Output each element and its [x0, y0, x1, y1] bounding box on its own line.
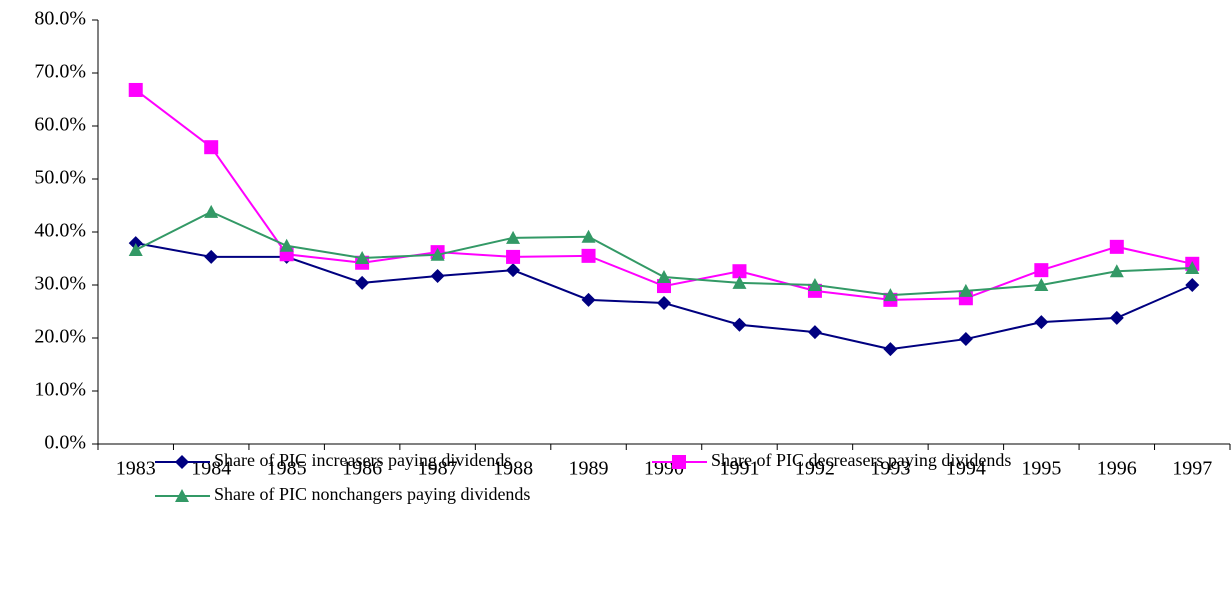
marker: [204, 249, 219, 264]
marker: [672, 455, 686, 469]
marker: [1109, 310, 1124, 325]
marker: [1034, 278, 1049, 291]
y-tick-label: 30.0%: [34, 273, 86, 295]
marker: [883, 342, 898, 357]
marker: [279, 238, 294, 252]
y-tick-label: 80.0%: [34, 8, 86, 30]
marker: [175, 489, 189, 502]
x-tick-label: 1994: [946, 458, 986, 480]
marker: [1034, 315, 1049, 330]
marker: [355, 275, 370, 290]
marker: [657, 270, 671, 284]
marker: [732, 264, 747, 279]
marker: [807, 325, 822, 340]
legend-label: Share of PIC nonchangers paying dividend…: [214, 484, 530, 504]
marker: [506, 263, 521, 278]
marker: [506, 230, 521, 244]
marker: [1109, 264, 1124, 278]
marker: [581, 248, 596, 263]
marker: [581, 292, 596, 307]
y-tick-label: 10.0%: [34, 379, 86, 401]
marker: [807, 278, 822, 291]
x-tick-label: 1991: [719, 458, 759, 480]
x-tick-label: 1988: [493, 458, 533, 480]
x-tick-label: 1995: [1021, 458, 1061, 480]
marker: [430, 268, 445, 283]
x-tick-label: 1983: [116, 458, 156, 480]
legend-label: Share of PIC decreasers paying dividends: [711, 450, 1011, 470]
y-tick-label: 70.0%: [34, 61, 86, 83]
marker: [958, 283, 973, 297]
marker: [1185, 261, 1200, 275]
y-tick-label: 50.0%: [34, 167, 86, 189]
x-tick-label: 1996: [1097, 458, 1137, 480]
x-tick-label: 1984: [191, 458, 231, 480]
marker: [657, 296, 671, 311]
marker: [204, 140, 219, 155]
marker: [355, 250, 370, 264]
x-tick-label: 1987: [418, 458, 458, 480]
series-line: [135, 89, 1193, 301]
marker: [175, 455, 189, 469]
x-tick-label: 1989: [569, 458, 609, 480]
y-tick-label: 40.0%: [34, 220, 86, 242]
marker: [958, 332, 973, 347]
x-tick-label: 1993: [870, 458, 910, 480]
x-tick-label: 1992: [795, 458, 835, 480]
x-tick-label: 1986: [342, 458, 382, 480]
y-tick-label: 60.0%: [34, 114, 86, 136]
marker: [204, 204, 219, 218]
marker: [732, 317, 747, 332]
marker: [128, 82, 143, 97]
marker: [430, 247, 445, 261]
marker: [883, 288, 898, 302]
legend-item: Share of PIC nonchangers paying dividend…: [155, 484, 530, 504]
x-tick-label: 1985: [267, 458, 307, 480]
marker: [581, 229, 596, 243]
marker: [506, 249, 521, 264]
legend-item: Share of PIC increasers paying dividends: [155, 450, 511, 470]
legend-label: Share of PIC increasers paying dividends: [214, 450, 511, 470]
marker: [732, 275, 747, 289]
x-tick-label: 1997: [1172, 458, 1212, 480]
marker: [128, 243, 143, 257]
y-tick-label: 20.0%: [34, 326, 86, 348]
marker: [1109, 239, 1124, 254]
marker: [1185, 278, 1200, 292]
y-tick-label: 0.0%: [44, 432, 86, 454]
legend-item: Share of PIC decreasers paying dividends: [652, 450, 1011, 470]
marker: [1034, 263, 1049, 278]
